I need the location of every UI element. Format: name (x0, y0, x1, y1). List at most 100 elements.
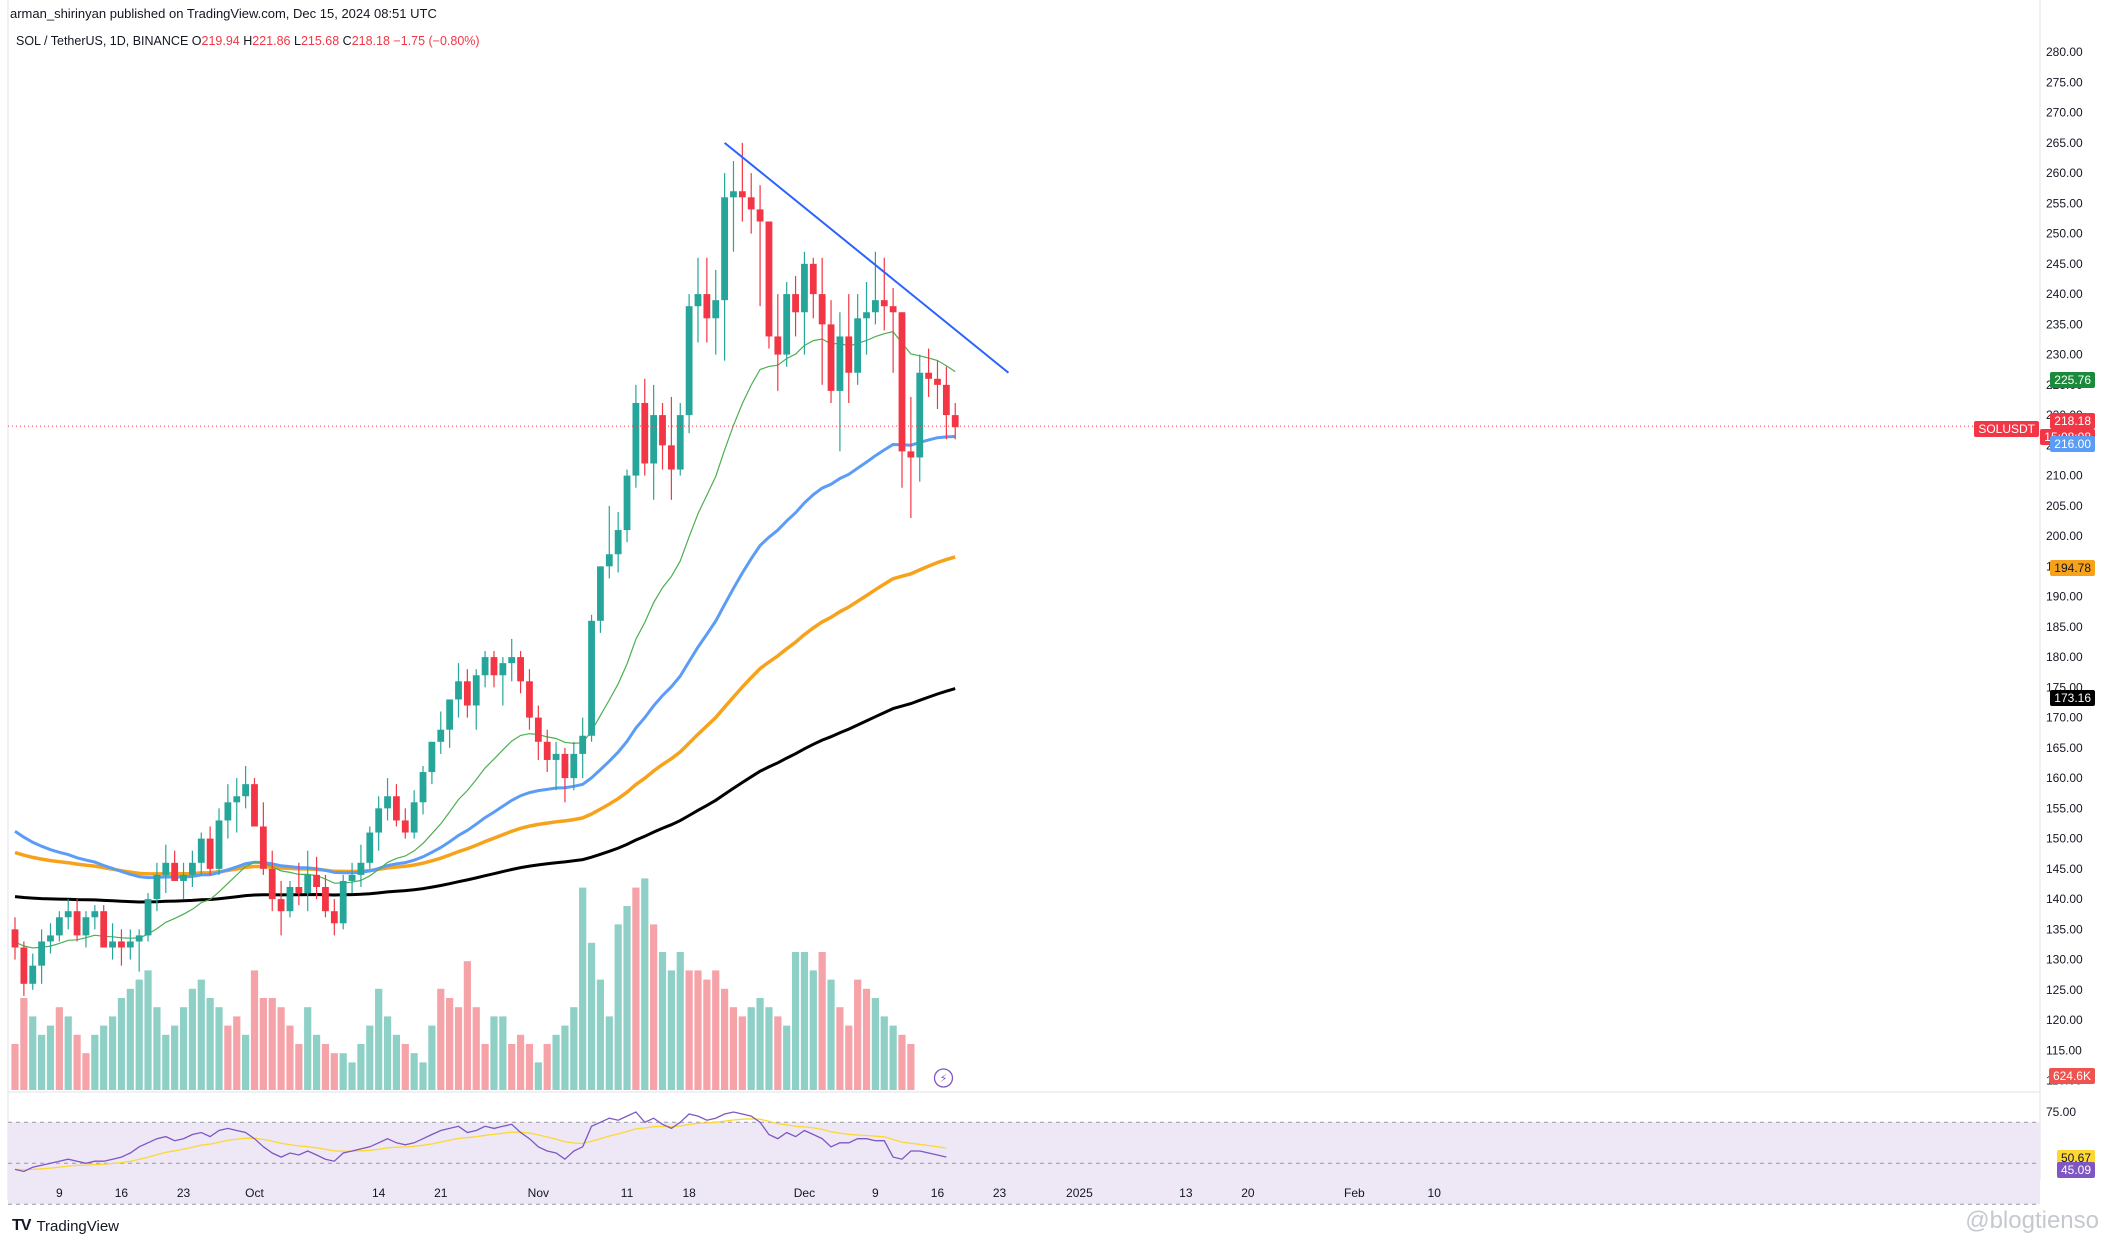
volume-bar (774, 1016, 782, 1090)
candle-body (836, 336, 844, 391)
candle-body (552, 753, 560, 760)
volume-bar (91, 1034, 99, 1090)
symbol-price-tag: SOLUSDT (1974, 421, 2039, 438)
volume-bar (809, 970, 817, 1090)
volume-bar (179, 1007, 188, 1090)
volume-bar (29, 1016, 37, 1090)
candle-body (171, 862, 179, 881)
price-tick-label: 130.00 (2046, 953, 2083, 967)
price-tick-label: 205.00 (2046, 499, 2083, 513)
time-tick-label: 20 (1241, 1186, 1255, 1200)
last-price-label: 218.18 (2050, 413, 2095, 430)
descending-trendline (723, 142, 1010, 374)
candle-body (765, 221, 773, 337)
candle-body (898, 312, 906, 452)
open-value: 219.94 (201, 34, 240, 48)
time-tick-label: 9 (872, 1186, 879, 1200)
volume-bar (800, 952, 809, 1090)
candle-body (543, 741, 551, 760)
brand-name: TradingView (36, 1217, 119, 1235)
volume-bar (11, 1044, 19, 1090)
price-tick-label: 270.00 (2046, 106, 2083, 120)
volume-bar (321, 1044, 330, 1090)
candle-body (47, 935, 54, 942)
lightning-icon: ⚡ (940, 1072, 948, 1085)
candle-body (144, 899, 152, 936)
volume-bar (38, 1034, 46, 1090)
candle-body (809, 263, 817, 295)
volume-bar (383, 1016, 392, 1090)
time-tick-label: 14 (372, 1186, 386, 1200)
candle-body (304, 874, 312, 894)
volume-bar (446, 998, 454, 1090)
volume-bar (712, 970, 720, 1090)
open-label: O (191, 34, 202, 48)
time-tick-label: 13 (1179, 1186, 1193, 1200)
candle-body (641, 403, 649, 464)
candle-body (570, 753, 578, 779)
candle-body (428, 741, 436, 773)
volume-bar (632, 887, 640, 1090)
volume-bar (64, 1016, 72, 1090)
volume-bar (880, 1016, 888, 1090)
volume-bar (845, 1025, 853, 1090)
volume-bar (401, 1044, 409, 1090)
price-tick-label: 185.00 (2046, 620, 2083, 634)
candle-body (384, 796, 391, 809)
price-tick-label: 200.00 (2046, 529, 2083, 543)
change-value: −1.75 (−0.80%) (393, 34, 480, 48)
time-tick-label: 18 (682, 1186, 696, 1200)
symbol-name: SOL / TetherUS, 1D, BINANCE (16, 34, 189, 48)
volume-bar (561, 1025, 569, 1090)
volume-bar (55, 1007, 63, 1090)
candle-body (126, 941, 134, 948)
volume-bar (623, 906, 631, 1090)
tradingview-branding[interactable]: TV TradingView (12, 1217, 119, 1235)
volume-bar (756, 998, 764, 1090)
price-tick-label: 275.00 (2046, 75, 2083, 89)
candle-body (180, 874, 187, 881)
volume-bar (277, 1007, 285, 1090)
price-tick-label: 255.00 (2046, 196, 2083, 210)
volume-bar (854, 979, 862, 1090)
volume-bar (454, 1007, 463, 1090)
volume-bar (304, 1007, 312, 1090)
rsi-tick-label: 75.00 (2046, 1105, 2076, 1119)
candle-body (11, 929, 19, 948)
tradingview-logo-icon: TV (12, 1217, 31, 1234)
candle-body (863, 312, 870, 319)
candle-body (623, 475, 631, 531)
candle-body (907, 451, 915, 458)
volume-bar (516, 1034, 525, 1090)
volume-bar (73, 1034, 81, 1090)
candle-body (242, 784, 250, 797)
volume-bar (596, 979, 605, 1090)
candle-body (605, 554, 613, 567)
volume-bar (419, 1062, 427, 1090)
price-tick-label: 260.00 (2046, 166, 2083, 180)
volume-bar (233, 1016, 241, 1090)
candle-body (730, 191, 737, 198)
price-tick-label: 115.00 (2046, 1043, 2082, 1057)
candle-body (393, 796, 400, 821)
volume-bar (898, 1034, 906, 1090)
candle-body (792, 294, 799, 313)
price-tick-label: 155.00 (2046, 801, 2083, 815)
volume-bar (525, 1044, 534, 1090)
volume-bar (889, 1025, 897, 1090)
volume-bar (224, 1025, 232, 1090)
volume-bar (783, 1025, 791, 1090)
low-value: 215.68 (300, 34, 340, 48)
close-value: 218.18 (351, 34, 390, 48)
candle-body (224, 802, 232, 821)
volume-bar (250, 970, 259, 1090)
time-tick-label: 16 (115, 1186, 129, 1200)
price-tick-label: 190.00 (2046, 590, 2083, 604)
volume-bar (144, 970, 152, 1090)
volume-bar (685, 970, 693, 1090)
candle-body (91, 911, 99, 918)
ema20-line (14, 331, 956, 949)
volume-bar (747, 1007, 755, 1090)
volume-bar (20, 998, 28, 1090)
